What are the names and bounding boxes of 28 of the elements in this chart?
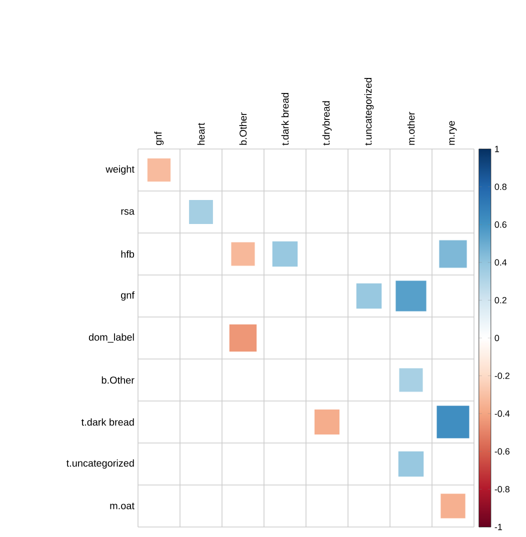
x-tick-label: m.rye	[449, 121, 457, 145]
x-tick-label: heart	[197, 122, 205, 145]
x-tick-label: b.Other	[239, 112, 247, 145]
y-tick-label: t.dark bread	[81, 418, 134, 426]
x-tick-label: t.dark bread	[281, 92, 289, 146]
y-tick-label: weight	[106, 165, 134, 175]
color-bar-label: 0.2	[494, 297, 506, 304]
y-tick-label: hfb	[121, 250, 134, 258]
x-tick-label: t.drybread	[322, 101, 332, 146]
color-bar-label: -0.2	[494, 372, 510, 379]
y-tick-label: m.oat	[110, 502, 134, 510]
y-tick-label: t.uncategorized	[66, 459, 134, 469]
x-tick-label: m.other	[407, 112, 415, 145]
color-bar-label: -0.8	[494, 486, 510, 492]
y-tick-label: rsa	[121, 209, 134, 215]
color-bar-label: -1	[494, 524, 502, 530]
color-bar-label: 0.6	[494, 221, 506, 228]
color-bar-label: 0	[494, 334, 500, 342]
y-tick-label: gnf	[121, 291, 134, 301]
color-bar-label: -0.6	[494, 448, 510, 455]
color-bar-label: 1	[495, 146, 499, 152]
y-tick-label: b.Other	[102, 376, 134, 384]
color-bar-label: 0.8	[494, 184, 506, 190]
x-tick-label: gnf	[154, 132, 164, 146]
x-tick-label: t.uncategorized	[364, 78, 374, 146]
y-tick-label: dom_label	[88, 333, 134, 343]
color-bar-label: -0.4	[494, 410, 510, 417]
color-bar-label: 0.4	[494, 259, 507, 266]
